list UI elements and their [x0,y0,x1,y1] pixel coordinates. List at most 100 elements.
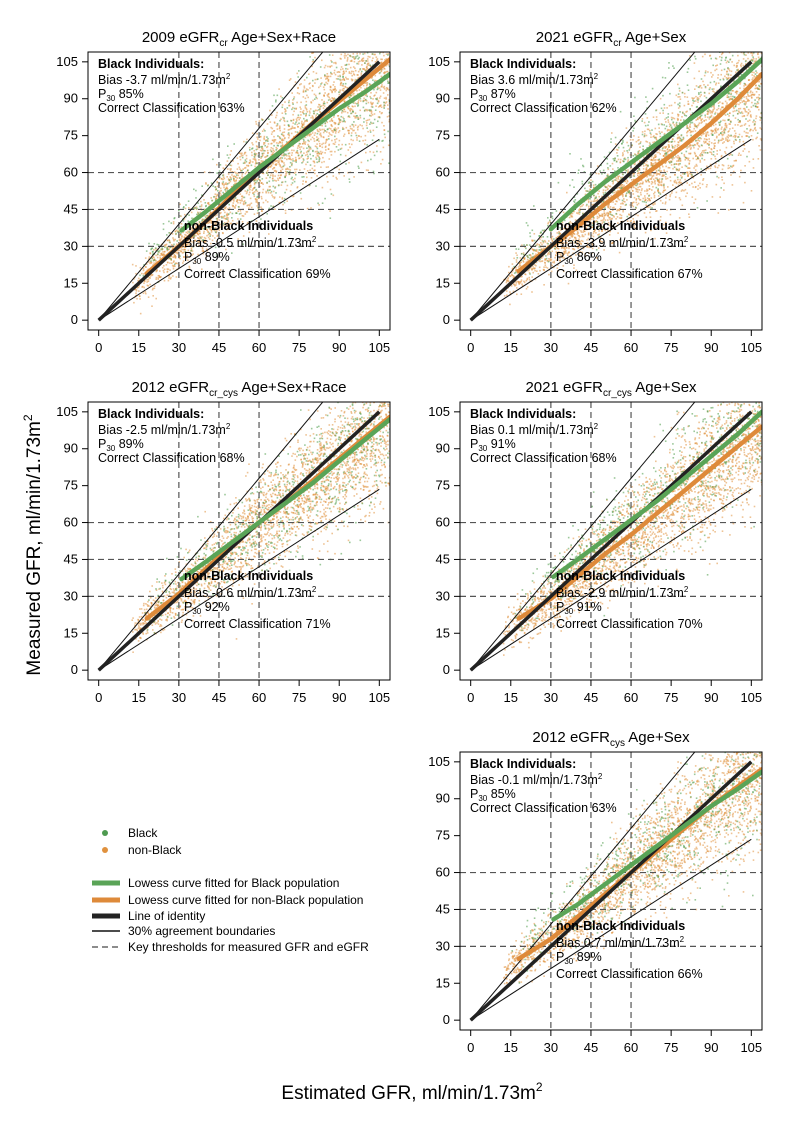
nonblack-point [684,159,687,161]
nonblack-point [738,175,741,178]
black-point [222,223,225,225]
nonblack-point [187,230,189,233]
black-point [316,132,319,135]
nonblack-point [633,222,636,225]
nonblack-point [377,22,379,24]
nonblack-point [222,178,224,181]
black-point [280,145,282,147]
black-point [310,157,312,160]
nonblack-point [659,216,662,218]
nonblack-point [311,84,314,87]
nonblack-point [680,181,683,184]
black-point [275,192,277,194]
nonblack-point [271,142,273,145]
nonblack-point [565,225,567,227]
nonblack-point [590,200,592,203]
nonblack-point [184,233,186,236]
nonblack-point [278,88,280,90]
nonblack-point [236,157,239,159]
nonblack-point [532,239,534,242]
nonblack-point [600,201,603,204]
nonblack-point [519,257,522,259]
nonblack-point [677,164,680,166]
nonblack-point [722,133,725,136]
nonblack-point [278,201,281,204]
nonblack-point [609,230,611,233]
nonblack-point [205,228,207,230]
nonblack-point [291,149,293,152]
nonblack-point [302,112,304,114]
black-point [324,125,327,127]
nonblack-point [155,297,157,300]
nonblack-point [171,264,174,267]
nonblack-point [678,156,681,159]
nonblack-point [168,277,170,279]
nonblack-point [638,139,640,141]
y-tick-label: 90 [64,91,78,106]
nonblack-point [384,9,386,11]
nonblack-point [342,116,344,119]
nonblack-point [302,109,305,112]
nonblack-point [351,70,353,73]
nonblack-point [363,68,365,70]
black-point [316,113,319,115]
nonblack-point [364,46,366,48]
black-point [314,98,316,100]
nonblack-point [700,134,703,137]
nonblack-point [741,135,743,138]
nonblack-point [334,61,337,64]
nonblack-point [266,149,269,152]
nonblack-point [755,60,757,62]
nonblack-point [179,257,181,260]
nonblack-point [343,133,346,136]
nonblack-point [391,58,393,60]
black-point [232,177,235,180]
nonblack-point [352,70,355,73]
nonblack-point [654,172,656,174]
nonblack-point [739,81,742,84]
nonblack-point [212,216,214,219]
nonblack-point [563,251,566,254]
nonblack-point [185,243,187,246]
black-point [253,153,256,155]
black-point [215,217,218,220]
black-point [228,203,230,206]
nonblack-point [381,85,383,88]
nonblack-point [201,247,204,250]
nonblack-point [363,52,366,55]
nonblack-point [566,252,569,255]
nonblack-point [182,231,184,234]
black-point [324,197,326,200]
nonblack-point [358,89,361,91]
nonblack-point [321,151,324,154]
nonblack-point [179,240,182,242]
nonblack-point [209,212,212,214]
nonblack-point [386,35,388,37]
black-point [383,133,386,136]
nonblack-point [607,206,609,209]
nonblack-point [322,136,325,138]
nonblack-point [307,89,309,91]
nonblack-point [374,87,376,89]
nonblack-point [735,66,738,68]
black-point [230,178,232,181]
nonblack-point [330,124,333,126]
nonblack-point [391,61,393,63]
nonblack-point [227,173,230,175]
nonblack-point [362,139,364,142]
nonblack-point [569,220,572,223]
black-point [187,220,189,222]
nonblack-point [709,151,711,153]
nonblack-point [638,150,641,152]
nonblack-point [712,116,715,119]
nonblack-point [270,165,273,167]
nonblack-point [252,161,254,163]
nonblack-point [539,260,541,263]
nonblack-point [609,185,612,188]
black-point [356,102,358,105]
nonblack-point [675,94,678,97]
nonblack-point [192,253,194,255]
nonblack-point [597,213,600,215]
nonblack-point [220,228,223,230]
nonblack-point [226,216,228,218]
